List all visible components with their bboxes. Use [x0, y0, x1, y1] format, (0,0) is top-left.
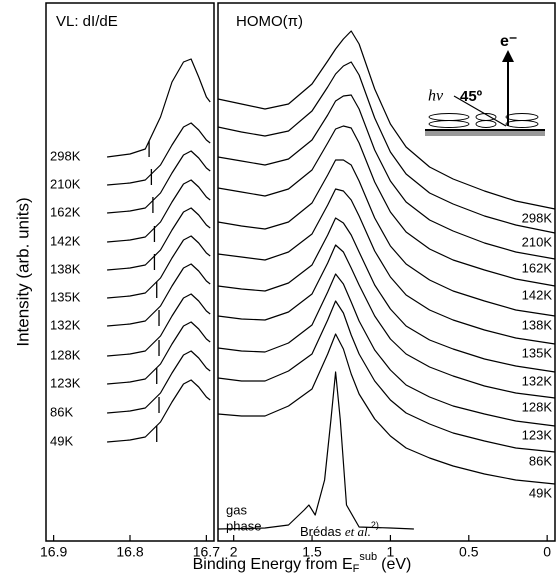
series-label: 298K	[50, 148, 81, 163]
substrate-hatch	[425, 131, 545, 136]
series-label: 162K	[522, 260, 553, 275]
x-tick-label: 0.5	[459, 544, 479, 560]
spectrum	[217, 273, 556, 427]
x-axis-label: Binding Energy from EFsub (eV)	[193, 551, 412, 574]
series-label: 162K	[50, 204, 81, 219]
photon-beam	[453, 95, 507, 127]
spectrum	[107, 58, 211, 158]
source-author: Brédas	[300, 524, 342, 539]
spectrum	[107, 379, 211, 443]
gas-label: gas	[226, 502, 247, 517]
series-label: 86K	[50, 404, 73, 419]
angle-label: 45º	[460, 88, 483, 105]
spectrum	[217, 300, 556, 453]
series-label: 86K	[529, 453, 552, 468]
series-label: 142K	[50, 233, 81, 248]
panel-title: VL: dI/dE	[56, 13, 118, 30]
source-ref: 2)	[371, 520, 379, 530]
spectrum	[217, 159, 556, 317]
source-etal: et al.	[345, 524, 371, 539]
spectrum	[217, 217, 556, 373]
spectrum	[217, 125, 556, 287]
series-label: 123K	[522, 427, 553, 442]
series-label: 142K	[522, 287, 553, 302]
x-tick-label: 1	[387, 544, 395, 560]
arrow-head	[502, 50, 514, 62]
series-label: 210K	[50, 176, 81, 191]
spectrum	[107, 235, 211, 299]
series-label: 138K	[50, 261, 81, 276]
series-label: 128K	[522, 399, 553, 414]
spectrum	[107, 263, 211, 327]
x-tick-label: 2	[230, 544, 238, 560]
spectrum	[107, 150, 211, 214]
x-tick-label: 1.5	[302, 544, 322, 560]
spectrum	[217, 30, 556, 210]
spectrum	[217, 61, 556, 234]
spectrum	[107, 122, 211, 186]
gas-label: phase	[226, 518, 261, 533]
spectrum	[217, 188, 556, 345]
x-tick-label: 16.9	[40, 544, 67, 560]
series-label: 210K	[522, 234, 553, 249]
spectrum	[107, 321, 211, 385]
right-panel-frame	[217, 2, 556, 542]
spectrum	[107, 207, 211, 271]
x-tick-label: 0	[543, 544, 551, 560]
series-label: 132K	[522, 373, 553, 388]
series-label: 132K	[50, 317, 81, 332]
series-label: 135K	[522, 345, 553, 360]
series-label: 135K	[50, 289, 81, 304]
spectrum	[217, 94, 556, 260]
series-label: 123K	[50, 375, 81, 390]
spectrum	[217, 244, 556, 399]
x-tick-label: 16.7	[193, 544, 220, 560]
series-label: 128K	[50, 347, 81, 362]
series-label: 49K	[50, 433, 73, 448]
spectrum	[107, 293, 211, 357]
series-label: 49K	[529, 485, 552, 500]
spectrum	[217, 333, 556, 485]
photon-label: hν	[428, 88, 444, 105]
x-label-text: Binding Energy from E	[193, 556, 353, 573]
molecules	[428, 113, 539, 128]
x-label-unit: (eV)	[381, 556, 411, 573]
inset-diagram: hν 45º e⁻	[425, 33, 545, 136]
spectrum	[217, 371, 414, 530]
series-label: 138K	[522, 317, 553, 332]
y-axis-label: Intensity (arb. units)	[13, 197, 32, 346]
x-label-sup: sub	[359, 551, 377, 563]
panel-title: HOMO(π)	[236, 13, 303, 30]
x-tick-label: 16.8	[116, 544, 143, 560]
electron-label: e⁻	[500, 33, 517, 50]
spectrum	[107, 179, 211, 243]
spectrum	[107, 350, 211, 414]
series-label: 298K	[522, 210, 553, 225]
x-label-sub: F	[353, 563, 360, 574]
